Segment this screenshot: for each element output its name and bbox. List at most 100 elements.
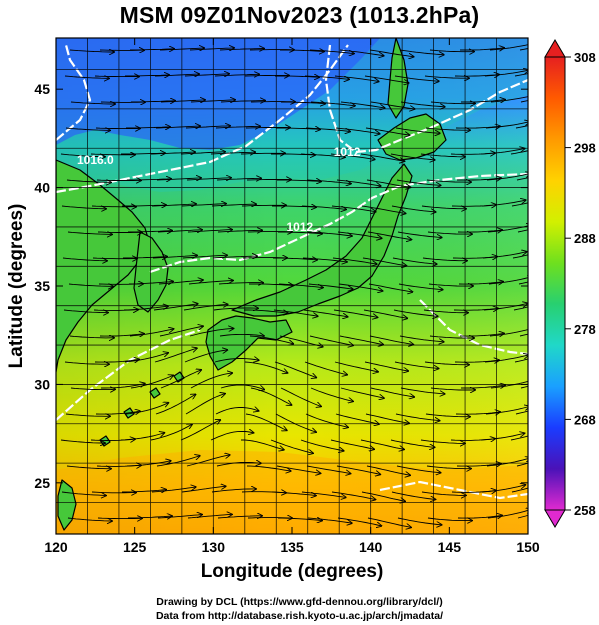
wind-streamline bbox=[485, 407, 528, 415]
wind-streamline bbox=[99, 334, 144, 336]
wind-streamline bbox=[276, 128, 320, 129]
wind-streamline bbox=[516, 177, 528, 181]
y-axis-label: Latitude (degrees) bbox=[6, 204, 27, 369]
wind-streamline bbox=[244, 75, 289, 76]
wind-streamline bbox=[300, 439, 344, 451]
wind-streamline bbox=[429, 50, 474, 52]
wind-streamline bbox=[160, 100, 205, 102]
isobar-east bbox=[419, 299, 528, 356]
wind-streamline bbox=[514, 73, 528, 77]
wind-streamline bbox=[186, 178, 231, 180]
wind-streamline bbox=[67, 232, 112, 234]
colorbar-tick-label: 308 bbox=[574, 50, 596, 65]
wind-streamline bbox=[360, 439, 404, 449]
wind-streamline bbox=[131, 101, 175, 102]
wind-streamline bbox=[210, 431, 253, 441]
isobar-1012-south bbox=[56, 328, 201, 421]
wind-streamline bbox=[511, 487, 528, 493]
wind-streamline bbox=[390, 439, 434, 447]
colorbar: 258 268 278 288 298 308 bbox=[544, 39, 596, 528]
wind-streamline bbox=[423, 309, 468, 313]
wind-streamline bbox=[331, 491, 375, 500]
wind-streamline bbox=[240, 153, 285, 154]
wind-streamline bbox=[277, 180, 321, 182]
ryukyu-islands bbox=[99, 371, 185, 447]
wind-streamline bbox=[310, 101, 355, 106]
wind-streamline bbox=[519, 333, 528, 337]
wind-streamline bbox=[458, 282, 503, 285]
wind-streamline bbox=[333, 309, 377, 317]
wind-streamline bbox=[425, 128, 470, 130]
wind-streamline bbox=[515, 125, 528, 129]
wind-streamline bbox=[122, 490, 166, 492]
wind-streamline bbox=[184, 74, 229, 76]
wind-streamline bbox=[367, 517, 411, 527]
wind-streamline bbox=[304, 361, 347, 375]
wind-streamline bbox=[219, 49, 264, 51]
wind-streamline bbox=[125, 403, 168, 415]
wind-streamline bbox=[455, 126, 500, 128]
wind-streamline bbox=[69, 336, 114, 338]
isobar-label: 1012 bbox=[287, 220, 314, 234]
wind-streamline bbox=[396, 179, 441, 185]
wind-streamline bbox=[211, 489, 256, 493]
wind-streamline bbox=[244, 309, 288, 313]
wind-streamline bbox=[486, 173, 528, 181]
wind-streamline bbox=[160, 370, 201, 389]
x-tick-label: 120 bbox=[44, 539, 68, 555]
wind-streamline bbox=[339, 49, 384, 56]
wind-streamline bbox=[184, 350, 227, 363]
wind-streamline bbox=[331, 205, 376, 212]
wind-streamline bbox=[159, 48, 204, 50]
wind-streamline bbox=[510, 150, 528, 155]
wind-streamline bbox=[366, 465, 410, 475]
wind-streamline bbox=[393, 309, 438, 316]
wind-streamline bbox=[424, 76, 469, 78]
wind-streamline bbox=[420, 153, 465, 157]
wind-streamline bbox=[365, 127, 409, 135]
wind-streamline bbox=[390, 153, 435, 160]
x-tick-label: 130 bbox=[202, 539, 226, 555]
wind-streamline bbox=[128, 231, 172, 232]
footer-data-source: Data from http://database.rish.kyoto-u.a… bbox=[155, 610, 444, 622]
wind-streamline bbox=[400, 101, 445, 107]
wind-streamline bbox=[246, 465, 291, 471]
wind-streamline bbox=[275, 413, 316, 432]
wind-streamline bbox=[101, 384, 145, 389]
isobar-labels: 1016.0 1012 1012 bbox=[77, 145, 361, 234]
footer-drawing-credit: Drawing by DCL (https://www.gfd-dennou.o… bbox=[156, 596, 443, 608]
wind-streamline bbox=[64, 362, 109, 364]
wind-streamline bbox=[150, 424, 192, 441]
wind-streamline bbox=[367, 231, 411, 240]
wind-streamline bbox=[456, 464, 501, 466]
wind-streamline bbox=[219, 334, 264, 336]
wind-streamline bbox=[220, 384, 264, 390]
wind-streamline bbox=[215, 126, 260, 128]
wind-streamline bbox=[190, 100, 235, 102]
wind-streamline bbox=[244, 361, 287, 373]
wind-streamline bbox=[214, 359, 259, 363]
wind-streamline bbox=[280, 387, 321, 406]
wind-streamline bbox=[394, 75, 439, 81]
wind-streamline bbox=[182, 255, 227, 259]
wind-streamline bbox=[67, 517, 112, 521]
wind-streamline bbox=[281, 102, 325, 104]
wind-streamline bbox=[70, 102, 115, 104]
wind-streamline bbox=[66, 465, 111, 469]
wind-streamline bbox=[275, 76, 319, 77]
wind-streamline bbox=[154, 348, 197, 363]
wind-streamline bbox=[308, 283, 353, 289]
isobar-label: 1016.0 bbox=[77, 153, 114, 167]
colorbar-tick-label: 298 bbox=[574, 141, 596, 156]
wind-streamline bbox=[183, 304, 228, 311]
wind-streamline bbox=[336, 465, 380, 474]
wind-streamline bbox=[338, 283, 382, 291]
wind-streamline bbox=[216, 462, 261, 467]
wind-streamline bbox=[120, 433, 164, 441]
wind-streamline bbox=[337, 517, 381, 526]
wind-streamline bbox=[157, 515, 202, 519]
wind-streamline bbox=[250, 387, 291, 405]
wind-streamline bbox=[189, 48, 234, 50]
wind-streamline bbox=[301, 205, 346, 209]
wind-streamline bbox=[459, 333, 504, 336]
